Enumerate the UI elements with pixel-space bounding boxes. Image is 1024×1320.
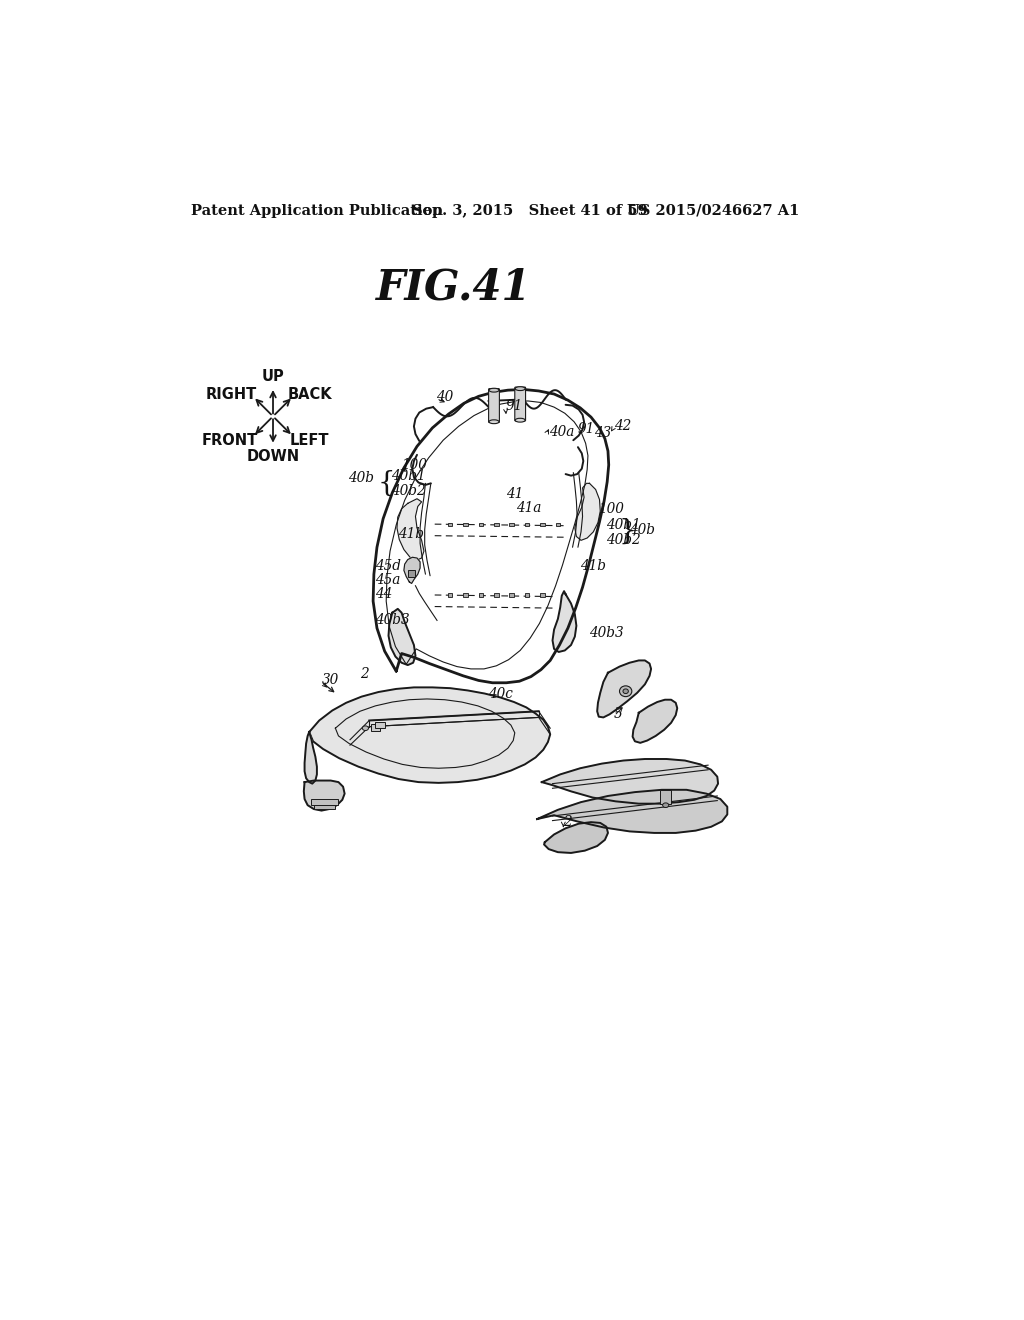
Bar bbox=[524, 594, 529, 597]
Text: 40c: 40c bbox=[487, 686, 513, 701]
Polygon shape bbox=[633, 700, 677, 743]
Polygon shape bbox=[544, 822, 608, 853]
Text: 40b2: 40b2 bbox=[391, 484, 425, 498]
Text: 41b: 41b bbox=[581, 560, 606, 573]
Text: 41b: 41b bbox=[398, 527, 425, 541]
Ellipse shape bbox=[489, 388, 499, 392]
Text: }: } bbox=[618, 517, 636, 545]
Bar bbox=[509, 523, 514, 527]
Text: 2: 2 bbox=[360, 668, 369, 681]
Bar bbox=[541, 523, 545, 527]
Text: 5: 5 bbox=[613, 708, 622, 721]
Text: 40b: 40b bbox=[630, 523, 655, 536]
Text: 40a: 40a bbox=[549, 425, 574, 438]
Ellipse shape bbox=[620, 686, 632, 697]
Bar bbox=[310, 799, 339, 805]
Text: 40b2: 40b2 bbox=[605, 533, 640, 548]
Text: 30: 30 bbox=[322, 673, 339, 688]
Text: 42: 42 bbox=[614, 420, 632, 433]
Ellipse shape bbox=[515, 418, 525, 422]
Bar bbox=[478, 523, 483, 527]
Bar bbox=[494, 523, 499, 527]
Text: LEFT: LEFT bbox=[290, 433, 330, 447]
Text: 40: 40 bbox=[436, 391, 454, 404]
Text: 91: 91 bbox=[578, 422, 594, 437]
Bar bbox=[478, 594, 483, 597]
Bar bbox=[371, 725, 380, 730]
Text: 100: 100 bbox=[598, 502, 624, 516]
Text: US 2015/0246627 A1: US 2015/0246627 A1 bbox=[628, 203, 800, 218]
Text: 40b1: 40b1 bbox=[391, 469, 425, 483]
Text: 41: 41 bbox=[506, 487, 523, 502]
Polygon shape bbox=[304, 733, 316, 784]
Bar bbox=[447, 523, 453, 527]
Text: 91: 91 bbox=[506, 400, 523, 413]
FancyBboxPatch shape bbox=[515, 387, 525, 421]
Text: 45d: 45d bbox=[376, 560, 401, 573]
Ellipse shape bbox=[515, 387, 525, 391]
Text: UP: UP bbox=[262, 368, 285, 384]
Bar bbox=[447, 594, 453, 597]
Bar bbox=[541, 594, 545, 597]
FancyBboxPatch shape bbox=[488, 388, 500, 422]
Ellipse shape bbox=[362, 726, 369, 730]
Text: 40b3: 40b3 bbox=[376, 614, 410, 627]
Polygon shape bbox=[574, 483, 600, 540]
Text: 40b3: 40b3 bbox=[589, 627, 624, 640]
Bar bbox=[408, 570, 416, 577]
Text: 100: 100 bbox=[400, 458, 427, 471]
Polygon shape bbox=[403, 557, 420, 583]
Text: Sep. 3, 2015   Sheet 41 of 59: Sep. 3, 2015 Sheet 41 of 59 bbox=[412, 203, 647, 218]
Polygon shape bbox=[542, 759, 718, 804]
Polygon shape bbox=[553, 591, 577, 652]
Text: 40b1: 40b1 bbox=[605, 517, 640, 532]
Polygon shape bbox=[388, 609, 416, 665]
Text: Patent Application Publication: Patent Application Publication bbox=[190, 203, 442, 218]
Bar bbox=[463, 523, 468, 527]
Bar bbox=[556, 523, 560, 527]
Polygon shape bbox=[597, 660, 651, 718]
Ellipse shape bbox=[489, 420, 499, 424]
Text: FRONT: FRONT bbox=[202, 433, 258, 447]
Bar bbox=[509, 594, 514, 597]
Polygon shape bbox=[304, 780, 345, 810]
Text: 2: 2 bbox=[563, 816, 572, 829]
Bar bbox=[494, 594, 499, 597]
Ellipse shape bbox=[623, 689, 629, 693]
Text: FIG.41: FIG.41 bbox=[376, 267, 531, 309]
Bar bbox=[313, 805, 336, 809]
Text: DOWN: DOWN bbox=[247, 449, 300, 463]
Text: BACK: BACK bbox=[288, 387, 332, 403]
Text: 43: 43 bbox=[594, 425, 611, 440]
Bar bbox=[660, 789, 671, 804]
Text: RIGHT: RIGHT bbox=[206, 387, 257, 403]
Bar bbox=[463, 594, 468, 597]
Polygon shape bbox=[538, 789, 727, 833]
Text: 45a: 45a bbox=[376, 573, 400, 587]
Polygon shape bbox=[397, 499, 424, 560]
Bar bbox=[524, 523, 529, 527]
Text: {: { bbox=[378, 470, 395, 496]
Bar bbox=[376, 722, 385, 729]
Ellipse shape bbox=[663, 803, 669, 808]
Text: 44: 44 bbox=[376, 587, 392, 601]
Text: 41a: 41a bbox=[515, 502, 541, 515]
Text: 40b: 40b bbox=[348, 471, 374, 484]
Polygon shape bbox=[309, 688, 550, 783]
